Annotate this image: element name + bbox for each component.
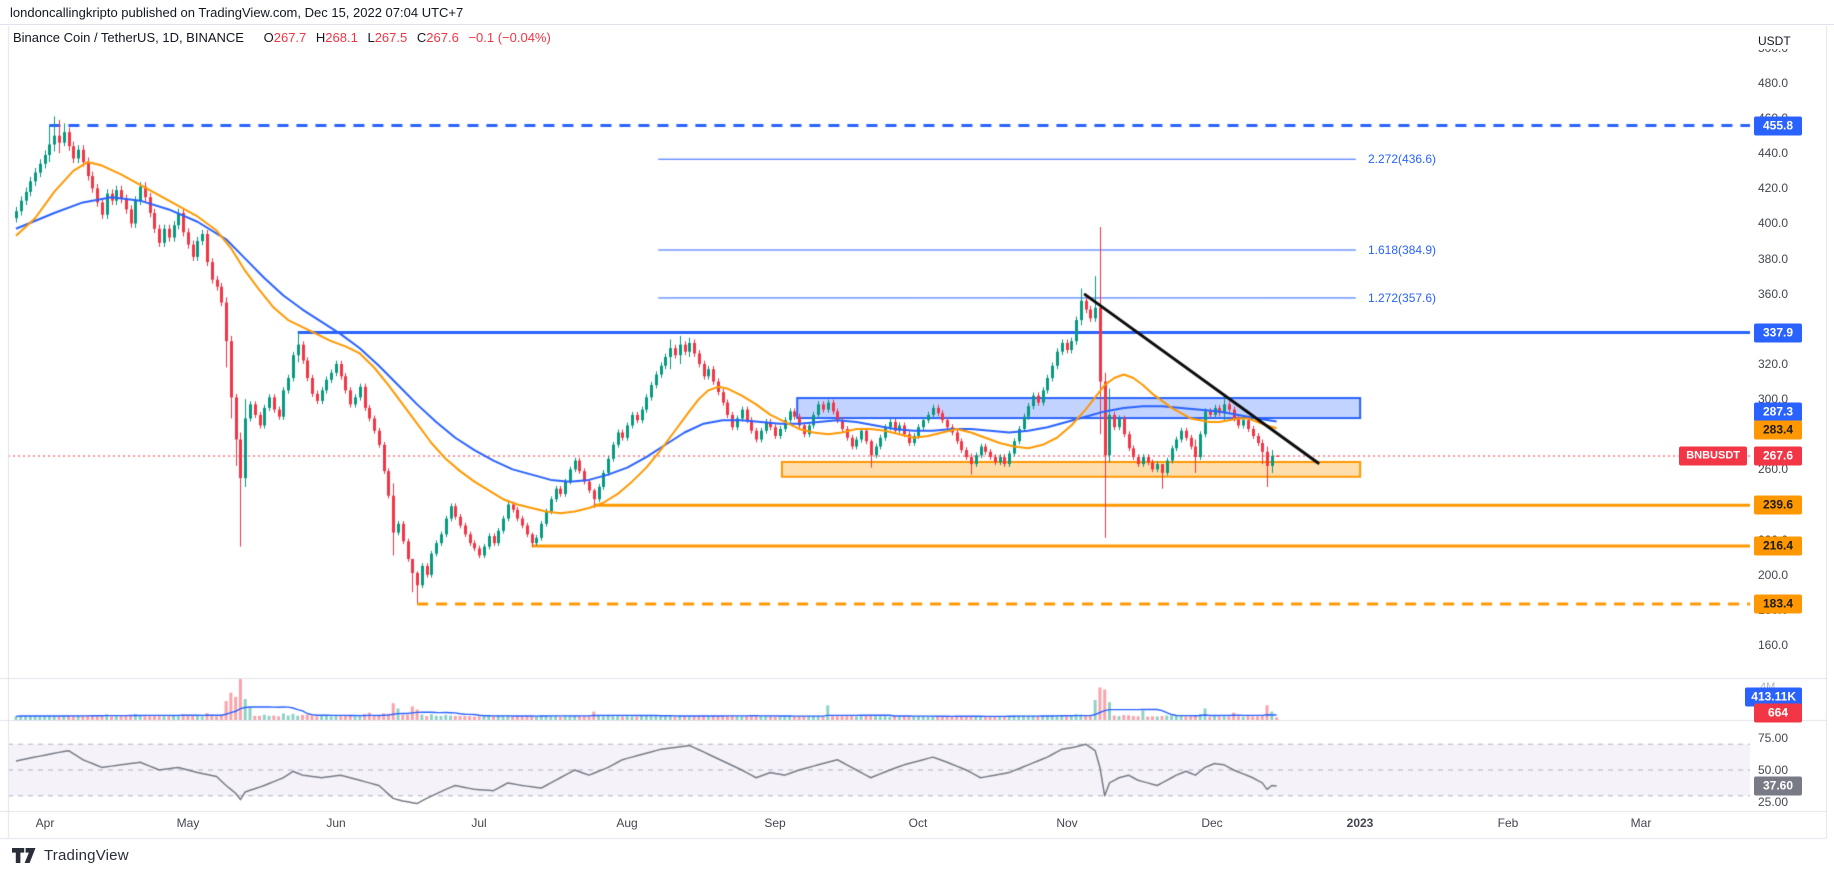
- change-value: −0.1 (−0.04%): [468, 30, 551, 45]
- low-label: L: [367, 30, 375, 45]
- fib-extension-label: 1.618(384.9): [1368, 243, 1437, 257]
- time-axis-label-oct: Oct: [908, 816, 928, 830]
- rsi-last-value-badge: 37.60: [1754, 776, 1802, 796]
- low-value: 267.5: [374, 30, 408, 45]
- high-value: 268.1: [325, 30, 358, 45]
- price-axis-tick: 300.0: [1758, 392, 1789, 407]
- high-label: H: [315, 30, 326, 45]
- close-value: 267.6: [426, 30, 459, 45]
- price-axis-currency-label: USDT: [1758, 33, 1794, 49]
- tradingview-brand-text: TradingView: [44, 847, 129, 864]
- level-455-8-badge: 455.8: [1754, 116, 1802, 135]
- close-label: C: [416, 30, 427, 45]
- volume-ma-value-badge: 413.11K: [1745, 687, 1802, 707]
- tradingview-logo-icon: [12, 847, 37, 864]
- time-axis-label-2023: 2023: [1346, 816, 1374, 830]
- price-axis-tick: 160.0: [1758, 637, 1789, 652]
- attribution-bar: londoncallingkripto published on Trading…: [0, 0, 1834, 25]
- price-axis-tick: 200.0: [1758, 567, 1789, 582]
- attribution-text: londoncallingkripto published on Trading…: [10, 5, 464, 20]
- level-216-4-badge: 216.4: [1754, 536, 1802, 556]
- time-axis-label-jul: Jul: [471, 816, 487, 830]
- time-axis-label-apr: Apr: [35, 816, 55, 830]
- open-value: 267.7: [273, 30, 307, 45]
- price-axis-tick: 380.0: [1758, 251, 1789, 266]
- rsi-axis-tick: 50.00: [1758, 763, 1789, 777]
- price-axis-tick: 480.0: [1758, 76, 1789, 90]
- level-337-9-badge: 337.9: [1754, 323, 1802, 343]
- volume-last-value-badge: 664: [1754, 703, 1802, 723]
- time-axis-label-may: May: [176, 816, 200, 830]
- price-axis-tick: 400.0: [1758, 216, 1789, 231]
- symbol-title: Binance Coin / TetherUS, 1D, BINANCE: [13, 30, 244, 45]
- symbol-header: Binance Coin / TetherUS, 1D, BINANCE O26…: [13, 30, 551, 45]
- open-label: O: [263, 30, 274, 45]
- time-axis-label-feb: Feb: [1497, 816, 1519, 830]
- time-axis-label-mar: Mar: [1630, 816, 1652, 830]
- price-axis-tick: 420.0: [1758, 181, 1789, 196]
- symbol-price-label-badge: BNBUSDT: [1679, 446, 1747, 466]
- rsi-axis-tick: 25.00: [1758, 795, 1789, 810]
- level-183-4-badge: 183.4: [1754, 594, 1802, 614]
- rsi-axis-tick: 75.00: [1758, 730, 1789, 745]
- ma-fast-value-badge: 283.4: [1754, 420, 1802, 440]
- last-price-badge: 267.6: [1754, 446, 1802, 466]
- time-axis-label-nov: Nov: [1056, 816, 1078, 830]
- level-239-6-badge: 239.6: [1754, 495, 1802, 515]
- time-axis-label-aug: Aug: [616, 816, 638, 830]
- price-axis-tick: 360.0: [1758, 286, 1789, 301]
- time-axis-label-jun: Jun: [326, 816, 346, 830]
- fib-extension-label: 1.272(357.6): [1368, 290, 1437, 305]
- price-axis-tick: 440.0: [1758, 146, 1789, 161]
- time-axis-label-dec: Dec: [1201, 816, 1223, 830]
- fib-extension-label: 2.272(436.6): [1368, 152, 1437, 167]
- tradingview-footer-link[interactable]: TradingView: [12, 847, 129, 864]
- ma-slow-value-badge: 287.3: [1754, 402, 1802, 422]
- time-axis-label-sep: Sep: [764, 816, 786, 830]
- price-axis-tick: 320.0: [1758, 356, 1789, 371]
- price-axis-tick: 260.0: [1758, 462, 1789, 477]
